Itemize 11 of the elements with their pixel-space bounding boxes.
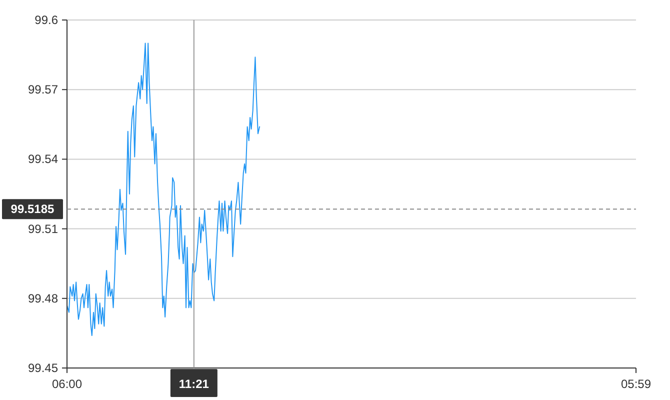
x-tick-label: 06:00 [52,377,82,391]
y-tick-label: 99.57 [28,82,58,97]
y-tick-label: 99.51 [28,222,58,236]
y-tick-label: 99.48 [28,291,58,306]
y-tick-label: 99.6 [34,13,58,27]
ref-line-label: 99.5185 [10,202,55,216]
ref-line-label: 11:21 [178,377,210,391]
y-tick-label: 99.45 [28,361,58,375]
line-series [66,42,260,336]
y-tick-label: 99.54 [28,152,58,166]
x-tick-label: 05:59 [620,377,652,391]
